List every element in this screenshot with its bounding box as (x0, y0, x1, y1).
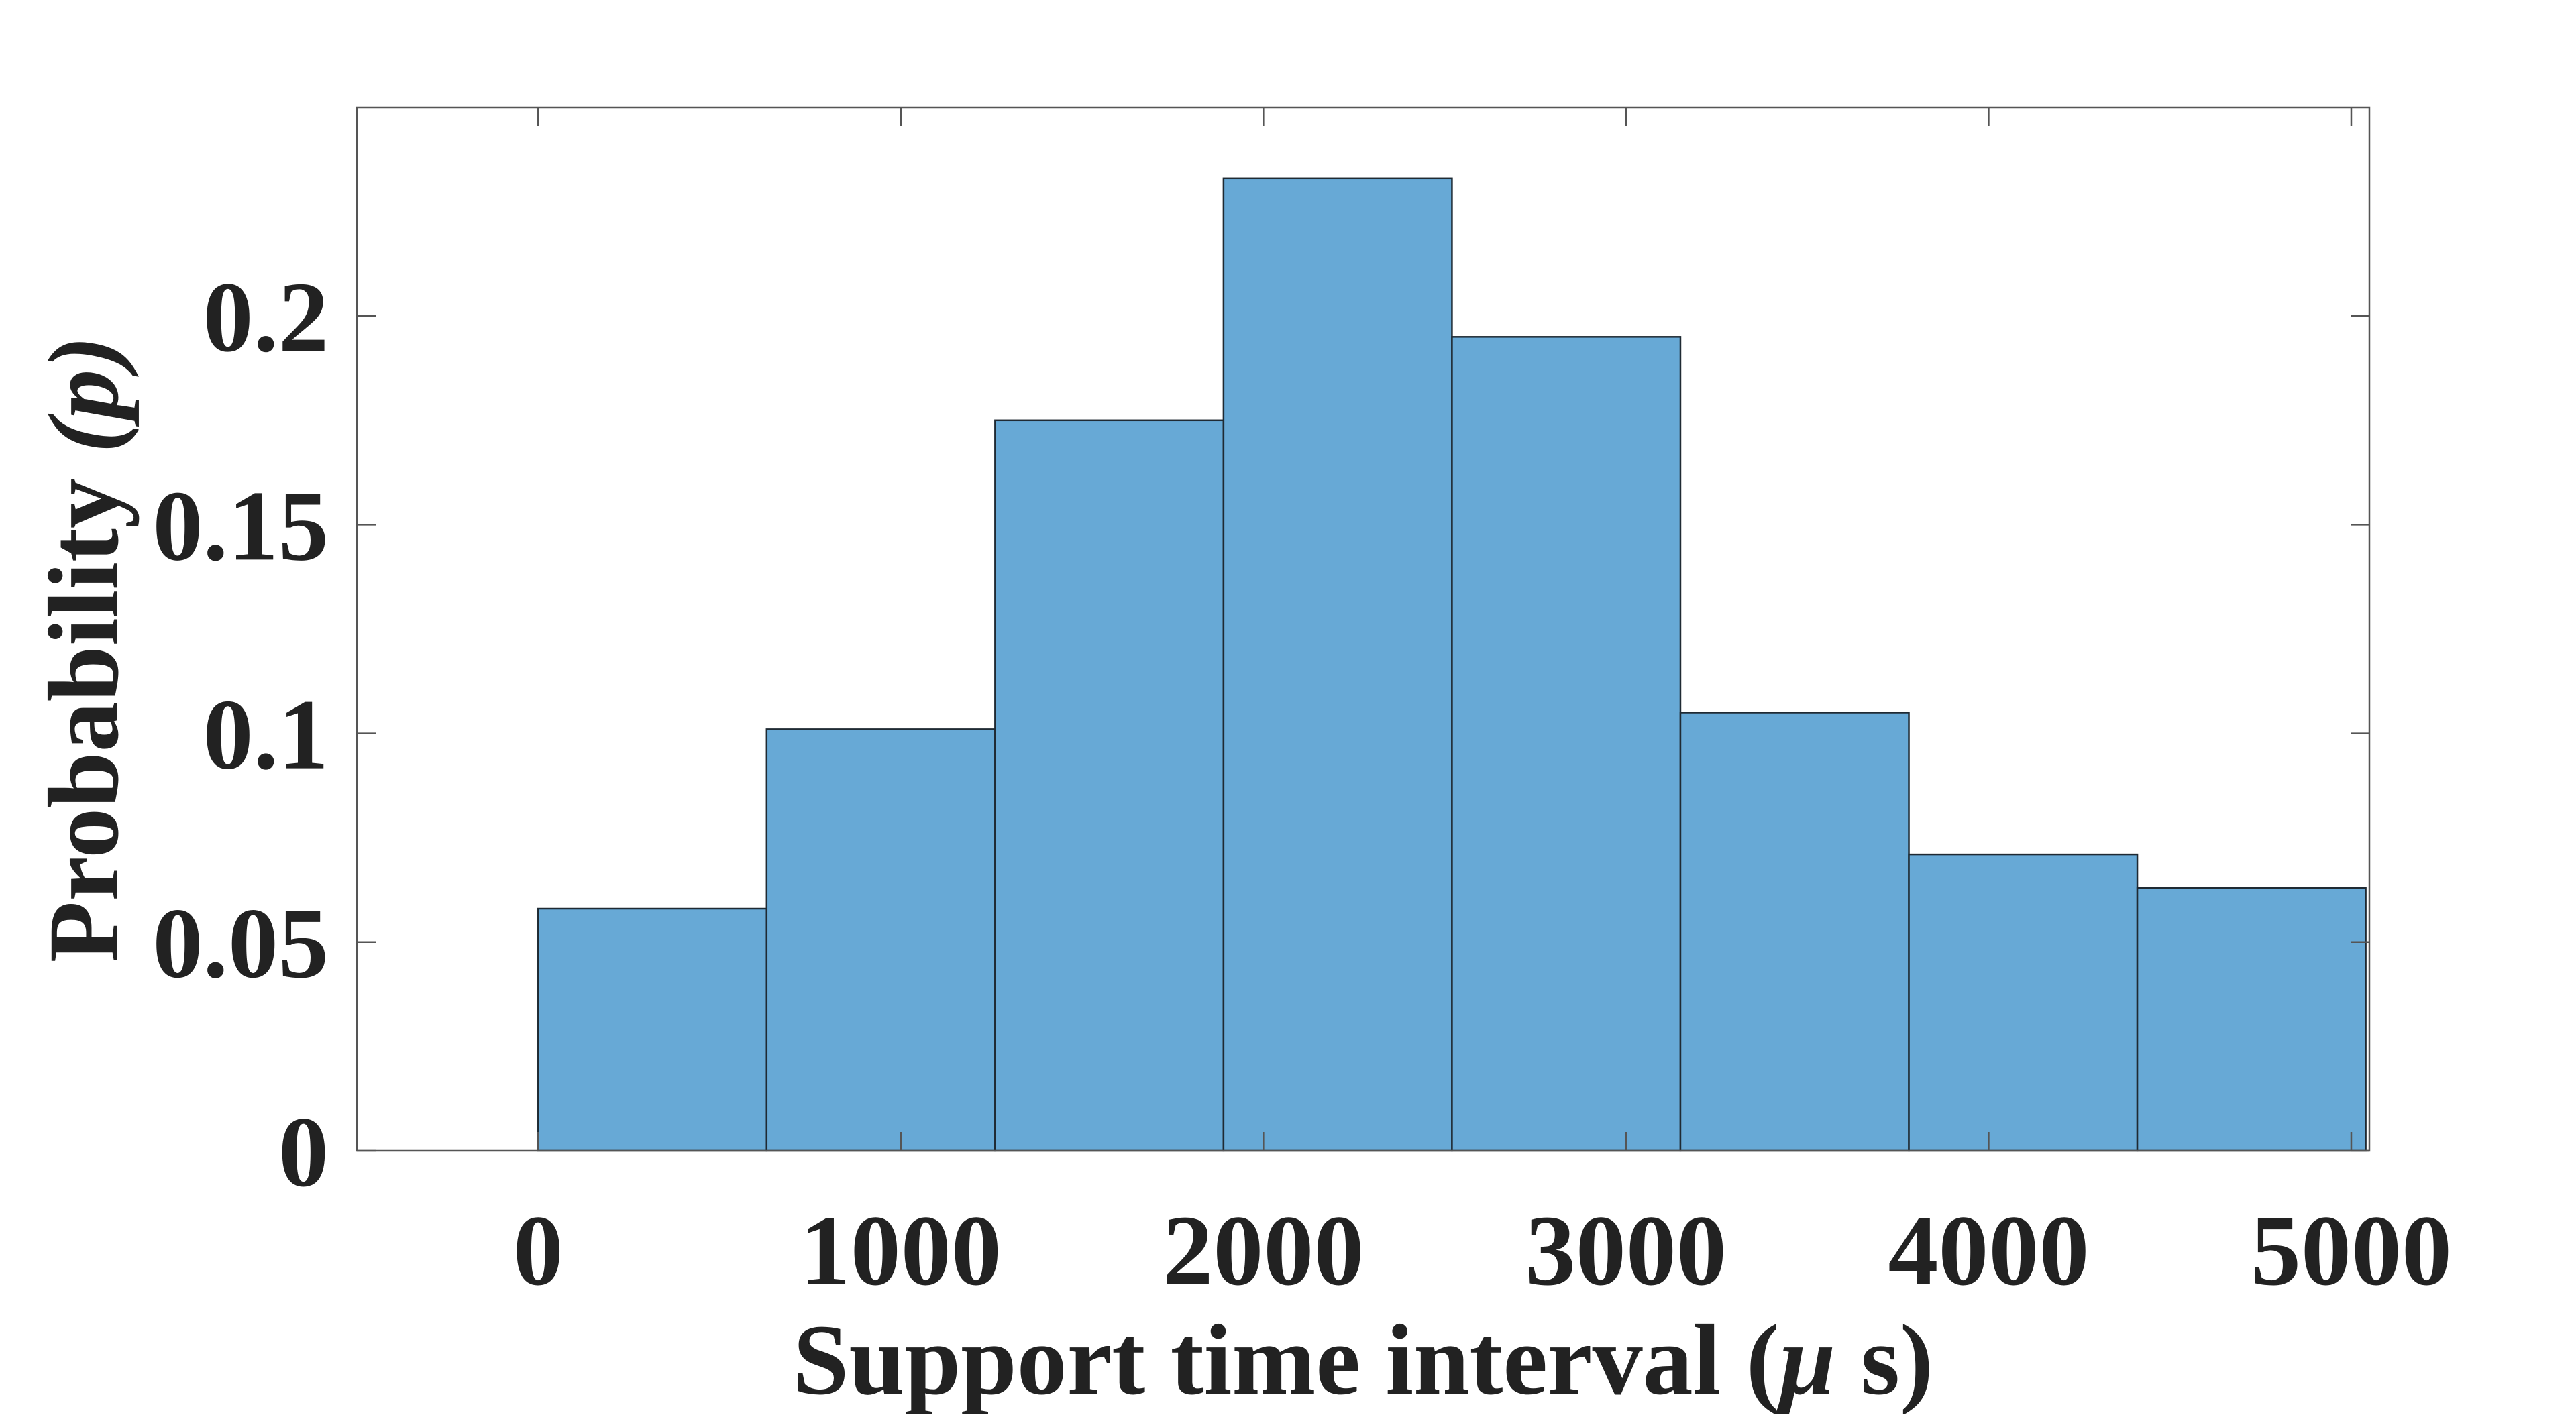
x-tick-label: 3000 (1525, 1195, 1727, 1306)
histogram-bar (994, 419, 1225, 1152)
x-tick-label: 5000 (2251, 1195, 2452, 1306)
histogram-bar (2136, 887, 2367, 1152)
bars-layer (537, 177, 2367, 1152)
histogram-bar (1222, 177, 1453, 1152)
y-axis-label-var: (p) (28, 336, 140, 453)
x-axis-label-text: Support time interval ( (793, 1304, 1780, 1414)
y-tick-label: 0.05 (153, 888, 329, 999)
y-tick-label: 0 (278, 1096, 329, 1208)
x-tick-label: 4000 (1888, 1195, 2089, 1306)
y-axis-label-text: Probability (28, 453, 140, 963)
histogram-bar (1908, 853, 2139, 1152)
ticks-layer (357, 107, 2369, 1152)
x-axis-label: Support time interval (μ s) (793, 1304, 1933, 1414)
y-tick-label: 0.1 (203, 679, 329, 791)
y-tick-label: 0.2 (203, 262, 329, 373)
histogram-bar (1451, 336, 1682, 1152)
histogram-bar (1679, 712, 1910, 1152)
y-tick-label: 0.15 (153, 470, 329, 581)
x-tick-label: 2000 (1163, 1195, 1364, 1306)
histogram-bar (765, 728, 996, 1152)
axes-box (356, 106, 2371, 1152)
x-tick-label: 0 (513, 1195, 564, 1306)
x-axis-label-mu: μ (1775, 1304, 1835, 1414)
x-axis-label-unit: s) (1835, 1304, 1933, 1414)
x-tick-label: 1000 (800, 1195, 1002, 1306)
tick-labels-layer: 0 1000 2000 3000 4000 5000 0 0.05 0.1 0.15 0.2 (153, 262, 2452, 1306)
y-axis-label: Probability (p) (28, 336, 140, 963)
histogram-bar (537, 907, 768, 1152)
